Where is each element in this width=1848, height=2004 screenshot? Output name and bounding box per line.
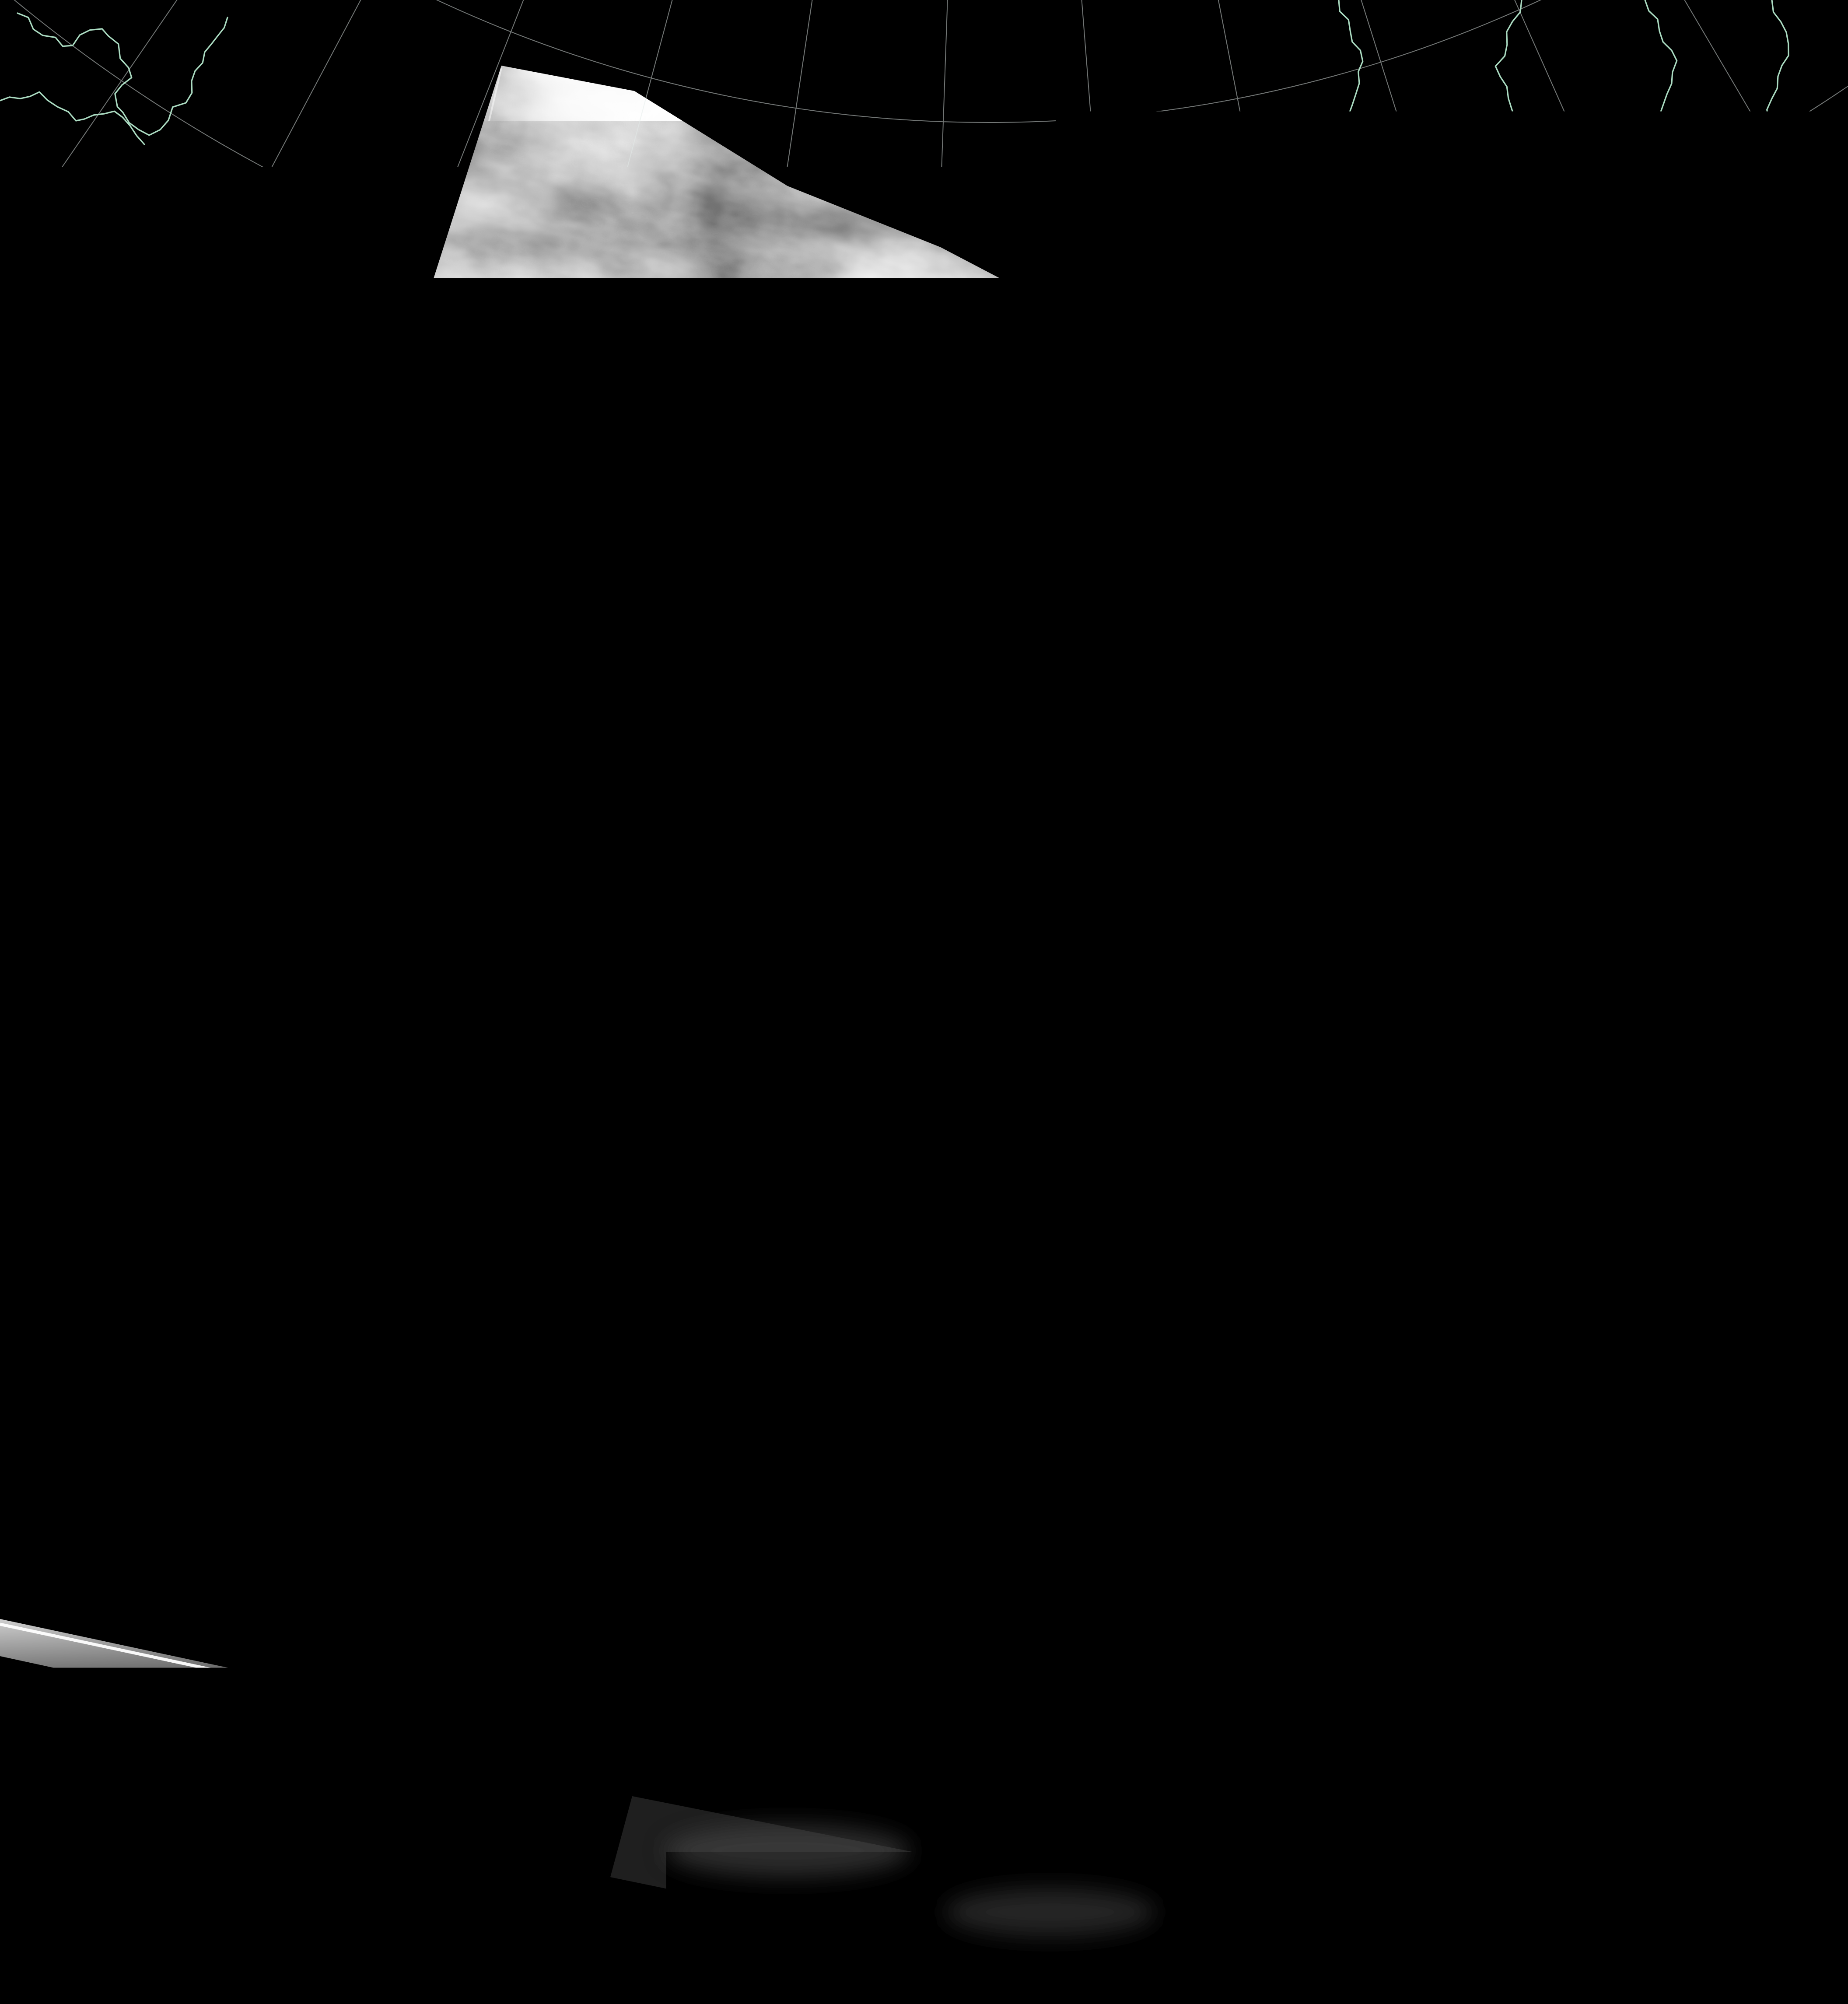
city-label-partial: ra [1, 1680, 25, 1708]
city-label: Chisinau [998, 1615, 1099, 1643]
city-label: Amsterdam [180, 1216, 317, 1243]
city-label: Bucharest [886, 1752, 1004, 1780]
city-label: San Marino [342, 1726, 475, 1754]
info-left-line: RaspiNOAA V2 | v5.0 | [610, 1921, 751, 1937]
logo-star [629, 1875, 634, 1879]
info-left-line: noaa.localdomain [628, 1971, 734, 1987]
city-label: Riga [858, 1072, 910, 1100]
city-label: Prague [495, 1407, 578, 1434]
city-label: Monaco [169, 1691, 261, 1718]
city-label: Yerevan [1658, 1871, 1752, 1899]
info-left-line: Bookworm 64-bit [628, 1938, 734, 1954]
info-left-line: https://raspberry- [630, 1955, 732, 1971]
city-label: Zagreb [522, 1622, 607, 1649]
city-label: Oslo [502, 847, 554, 874]
info-box: RaspiNOAA V2 | v5.0 |Bookworm 64-bithttp… [582, 1844, 1275, 2004]
city-label: London [35, 1200, 121, 1228]
city-label: Luxembourg [173, 1370, 321, 1398]
info-right-line: Ground Station: Bernau bei Berlin [1000, 1846, 1205, 1862]
logo-star [631, 1889, 636, 1893]
city-label: Vatican City [322, 1811, 463, 1839]
city-label: Vaduz [298, 1535, 369, 1562]
city-label: Sarajevo [587, 1767, 690, 1794]
info-right-line: Direction: Southbound | | Gain: 49.6 [994, 1969, 1210, 1985]
city-label: Vilnius [880, 1196, 957, 1224]
city-label: Helsinki [867, 871, 959, 899]
raspberry-noaa-logo [627, 1852, 694, 1918]
city-label: Pristina [703, 1817, 791, 1845]
city-label: Stockholm [658, 890, 783, 918]
logo-star [686, 1889, 690, 1893]
info-right-line: Admin: Mochito [1053, 1916, 1152, 1932]
info-right-line: Receiver: rtlsdr [1057, 1881, 1149, 1897]
city-label: Warsaw [729, 1317, 821, 1345]
city-marker-vatican-city: Vatican City [322, 1811, 463, 1842]
city-label: Moscow [1251, 1098, 1345, 1125]
city-label: Tbilisi [1666, 1790, 1734, 1818]
info-box-left-text: RaspiNOAA V2 | v5.0 |Bookworm 64-bithttp… [610, 1921, 751, 1987]
info-right-line: Max Elevation: 49° East | Sun Elevation:… [968, 1951, 1237, 1967]
satellite-map-screenshot: Oslo Stockholm Helsinki Tallinn Riga Moscow K?… [0, 0, 1848, 2004]
city-label: Tallinn [867, 895, 942, 923]
info-right-line: Antenna: Your Antenna [1032, 1864, 1172, 1880]
city-label: K?benhavn [462, 1101, 592, 1128]
city-label: Brussels [156, 1287, 255, 1314]
city-label: Kiev [1074, 1424, 1125, 1452]
city-label: Sofia [805, 1817, 863, 1845]
city-marker-bratislava: Bratislava [558, 1516, 676, 1545]
city-dot [880, 1098, 889, 1109]
city-label: Paris [82, 1366, 138, 1394]
info-right-line: Satellite: METEOR-M2 3 | 11-02-2026 09:3… [967, 1934, 1238, 1950]
city-label: Budapest [629, 1541, 740, 1569]
city-label: Belgrade [673, 1725, 779, 1752]
logo-star [688, 1875, 692, 1879]
meteor-satellite-composite: Oslo Stockholm HelsinkiTallinn Riga Moscow K?… [0, 0, 1848, 2004]
city-label: Bern [228, 1524, 283, 1552]
city-label: Bratislava [558, 1516, 676, 1543]
info-right-line: Operator: DE2MAC [1042, 1899, 1164, 1915]
city-label: Minsk [958, 1234, 1026, 1262]
